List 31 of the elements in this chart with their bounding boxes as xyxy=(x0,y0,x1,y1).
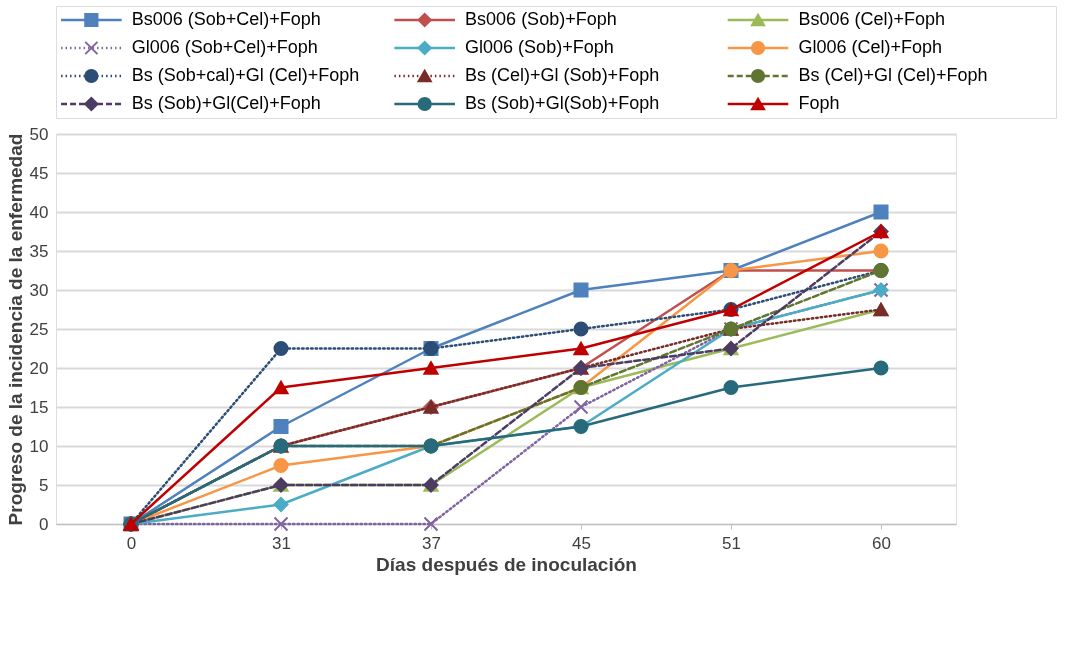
x-tick-label: 45 xyxy=(572,533,591,553)
legend-label: Bs (Sob)+Gl(Cel)+Foph xyxy=(131,93,321,113)
legend-label: Bs (Sob)+Gl(Sob)+Foph xyxy=(465,93,660,113)
legend-label: Bs (Sob+cal)+Gl (Cel)+Foph xyxy=(131,65,360,85)
legend-label: Gl006 (Cel)+Foph xyxy=(798,37,942,57)
y-tick-label: 5 xyxy=(39,475,49,495)
legend-label: Bs006 (Sob)+Foph xyxy=(465,9,617,29)
x-tick-label: 51 xyxy=(722,533,741,553)
y-axis-title: Progreso de la incidencia de la enfermedad xyxy=(4,133,26,526)
legend-label: Bs (Cel)+Gl (Cel)+Foph xyxy=(798,65,988,85)
legend-label: Gl006 (Sob+Cel)+Foph xyxy=(131,37,318,57)
y-tick-label: 45 xyxy=(29,163,49,183)
y-tick-label: 10 xyxy=(29,436,49,456)
legend-label: Foph xyxy=(798,93,840,113)
legend-label: Gl006 (Sob)+Foph xyxy=(465,37,614,57)
x-tick-label: 31 xyxy=(272,533,291,553)
legend-label: Bs006 (Sob+Cel)+Foph xyxy=(131,9,321,29)
x-tick-label: 37 xyxy=(422,533,441,553)
y-tick-label: 0 xyxy=(39,514,49,534)
x-axis-title: Días después de inoculación xyxy=(376,553,637,575)
y-tick-label: 20 xyxy=(29,358,49,378)
y-tick-label: 25 xyxy=(29,319,49,339)
y-tick-label: 35 xyxy=(29,241,49,261)
y-tick-label: 15 xyxy=(29,397,49,417)
legend-label: Bs006 (Cel)+Foph xyxy=(798,9,945,29)
x-tick-label: 0 xyxy=(126,533,137,553)
y-tick-label: 40 xyxy=(29,202,49,222)
x-tick-label: 60 xyxy=(872,533,891,553)
y-tick-label: 50 xyxy=(29,124,49,144)
legend-label: Bs (Cel)+Gl (Sob)+Foph xyxy=(465,65,660,85)
y-tick-label: 30 xyxy=(29,280,49,300)
